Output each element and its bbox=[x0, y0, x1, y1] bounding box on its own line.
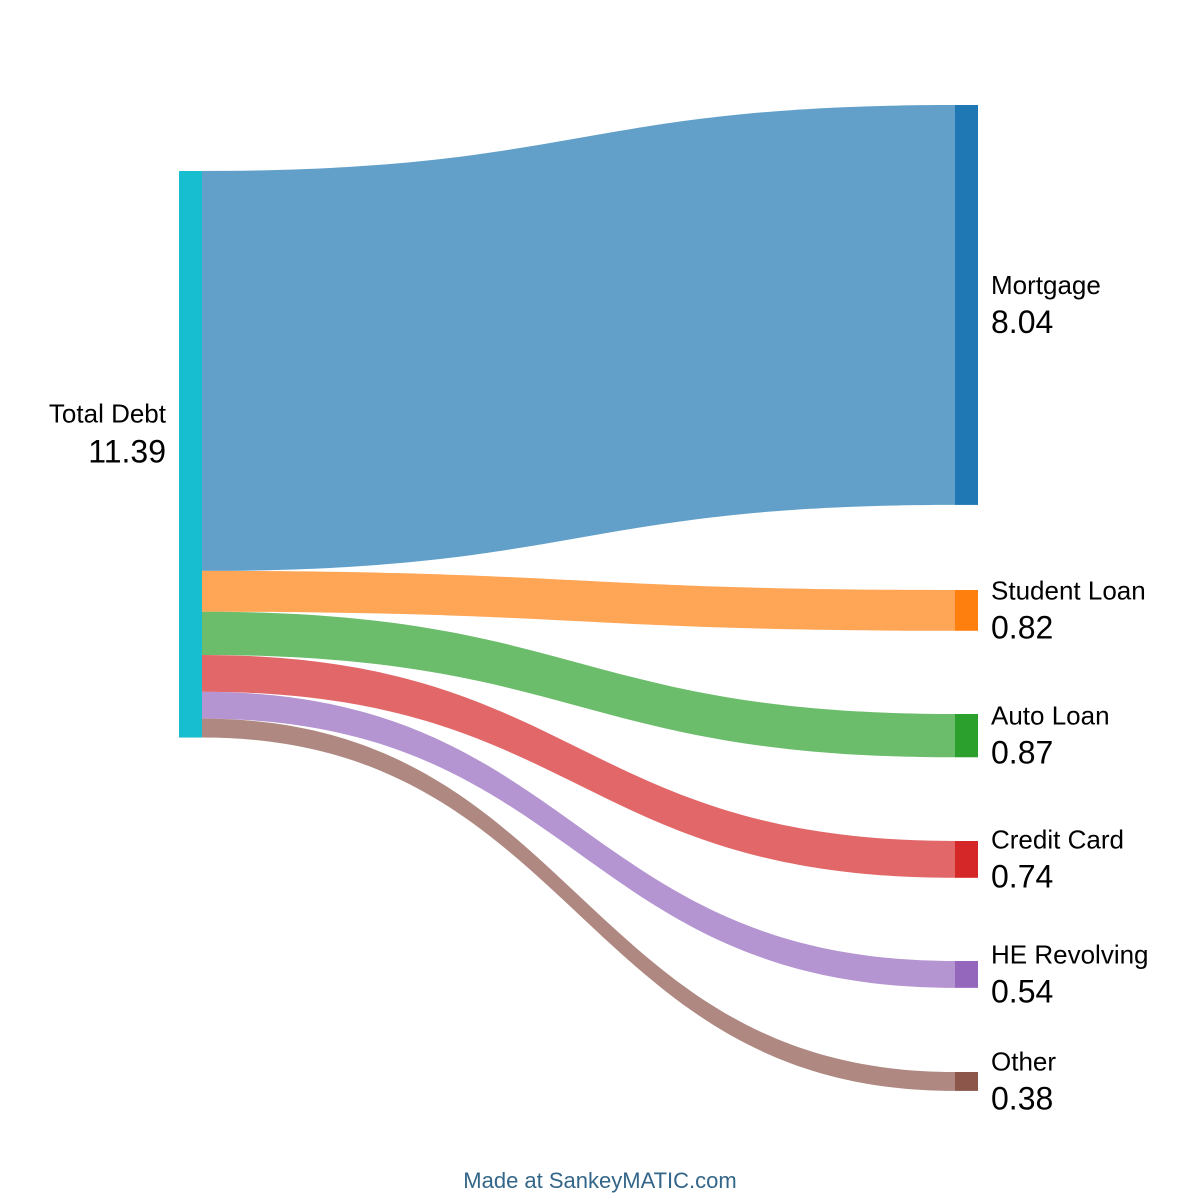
node-label-mortgage: Mortgage bbox=[991, 270, 1101, 300]
credit-link[interactable]: Made at SankeyMATIC.com bbox=[463, 1168, 737, 1193]
node-label-he-revolving: HE Revolving bbox=[991, 939, 1149, 969]
node-value-mortgage: 8.04 bbox=[991, 304, 1053, 340]
flow-auto-loan bbox=[202, 611, 955, 758]
node-value-he-revolving: 0.54 bbox=[991, 973, 1053, 1009]
node-value-other: 0.38 bbox=[991, 1080, 1053, 1116]
node-value-student-loan: 0.82 bbox=[991, 609, 1053, 645]
node-value-auto-loan: 0.87 bbox=[991, 735, 1053, 771]
node-credit-card bbox=[955, 841, 978, 878]
node-mortgage bbox=[955, 105, 978, 505]
flow-he-revolving bbox=[202, 691, 955, 988]
node-student-loan bbox=[955, 590, 978, 631]
node-label-total-debt: Total Debt bbox=[49, 398, 167, 428]
node-total-debt bbox=[179, 171, 202, 738]
node-label-credit-card: Credit Card bbox=[991, 824, 1124, 854]
flow-mortgage bbox=[202, 105, 955, 571]
node-group bbox=[179, 105, 978, 1091]
node-other bbox=[955, 1072, 978, 1091]
node-value-total-debt: 11.39 bbox=[88, 433, 166, 469]
flow-credit-card bbox=[202, 654, 955, 878]
node-he-revolving bbox=[955, 961, 978, 988]
node-value-credit-card: 0.74 bbox=[991, 858, 1053, 894]
flow-group bbox=[202, 105, 955, 1091]
node-auto-loan bbox=[955, 714, 978, 758]
flow-other bbox=[202, 718, 955, 1091]
label-group: Total Debt 11.39 Mortgage 8.04 Student Loa… bbox=[49, 270, 1149, 1116]
node-label-other: Other bbox=[991, 1046, 1056, 1076]
node-label-student-loan: Student Loan bbox=[991, 575, 1146, 605]
node-label-auto-loan: Auto Loan bbox=[991, 701, 1110, 731]
flow-student-loan bbox=[202, 570, 955, 631]
